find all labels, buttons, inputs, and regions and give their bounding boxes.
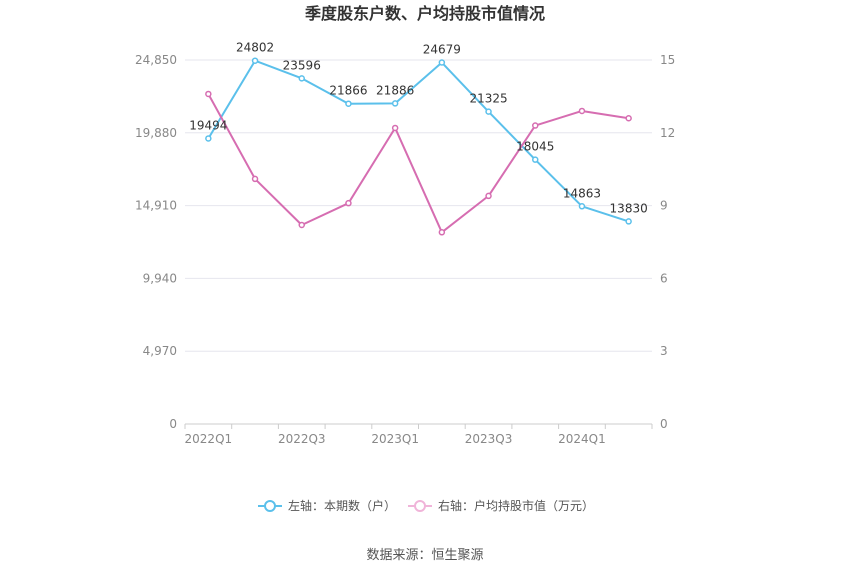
series-line-left [207, 59, 629, 223]
x-axis-tick-label: 2022Q1 [185, 432, 233, 446]
left-axis-tick-label: 19,880 [135, 126, 177, 140]
series-layer [205, 57, 632, 236]
legend-marker-right [414, 500, 426, 512]
left-axis-tick-label: 4,970 [143, 344, 177, 358]
data-label: 13830 [610, 201, 648, 215]
data-point-left[interactable] [625, 218, 632, 225]
data-label: 24679 [423, 43, 461, 57]
data-label: 14863 [563, 186, 601, 200]
data-point-left[interactable] [391, 100, 399, 107]
legend: 左轴：本期数（户） 右轴：户均持股市值（万元） [258, 498, 594, 513]
data-label: 21866 [329, 84, 367, 98]
right-axis-tick-label: 12 [660, 126, 675, 140]
data-point-left[interactable] [485, 108, 492, 115]
data-label: 19494 [189, 118, 227, 132]
right-axis-tick-label: 9 [660, 199, 668, 213]
axis-layer: 0 4,970 9,940 14,910 19,880 24,850 0 3 6 9 12 15 202… [135, 53, 675, 446]
data-point-right[interactable] [298, 221, 305, 229]
data-point-right[interactable] [625, 114, 632, 122]
data-point-left[interactable] [438, 59, 446, 66]
right-axis-tick-label: 3 [660, 344, 668, 358]
data-label: 24802 [236, 41, 274, 55]
left-axis-tick-label: 24,850 [135, 53, 177, 67]
data-point-left[interactable] [298, 75, 305, 82]
data-point-left[interactable] [578, 203, 586, 210]
left-axis-tick-label: 14,910 [135, 199, 177, 213]
data-point-right[interactable] [205, 90, 212, 98]
data-label: 21886 [376, 83, 414, 97]
legend-marker-left [264, 500, 276, 512]
data-label: 18045 [516, 140, 554, 154]
data-point-right[interactable] [532, 122, 539, 129]
right-axis-tick-label: 0 [660, 417, 668, 431]
series-line-right [207, 93, 629, 234]
x-axis-tick-label: 2023Q3 [465, 432, 513, 446]
legend-item-left-series[interactable]: 左轴：本期数（户） [258, 498, 396, 513]
data-point-left[interactable] [205, 135, 212, 142]
data-label: 21325 [469, 92, 507, 106]
data-point-right[interactable] [391, 124, 399, 132]
data-point-left[interactable] [251, 57, 259, 64]
data-label-layer: 19494 24802 23596 21866 21886 24679 21325 18045… [189, 41, 647, 216]
chart-title: 季度股东户数、户均持股市值情况 [304, 4, 545, 23]
data-point-right[interactable] [438, 229, 446, 236]
left-axis-tick-label: 9,940 [143, 271, 177, 285]
data-point-right[interactable] [485, 192, 492, 200]
data-point-left[interactable] [345, 100, 352, 107]
data-point-right[interactable] [578, 107, 586, 115]
data-label: 23596 [283, 58, 321, 72]
left-axis-tick-label: 0 [169, 417, 177, 431]
legend-item-right-series[interactable]: 右轴：户均持股市值（万元） [408, 498, 594, 513]
x-axis-tick-label: 2023Q1 [371, 432, 419, 446]
grid-layer [185, 59, 652, 425]
data-point-left[interactable] [532, 156, 539, 163]
data-point-right[interactable] [345, 199, 352, 207]
right-axis-tick-label: 15 [660, 53, 675, 67]
legend-label-left: 左轴：本期数（户） [288, 498, 396, 513]
x-axis-tick-label: 2024Q1 [558, 432, 606, 446]
source-note: 数据来源：恒生聚源 [366, 548, 483, 563]
x-axis-tick-label: 2022Q3 [278, 432, 326, 446]
data-point-right[interactable] [251, 175, 259, 183]
legend-label-right: 右轴：户均持股市值（万元） [438, 498, 594, 513]
right-axis-tick-label: 6 [660, 271, 668, 285]
